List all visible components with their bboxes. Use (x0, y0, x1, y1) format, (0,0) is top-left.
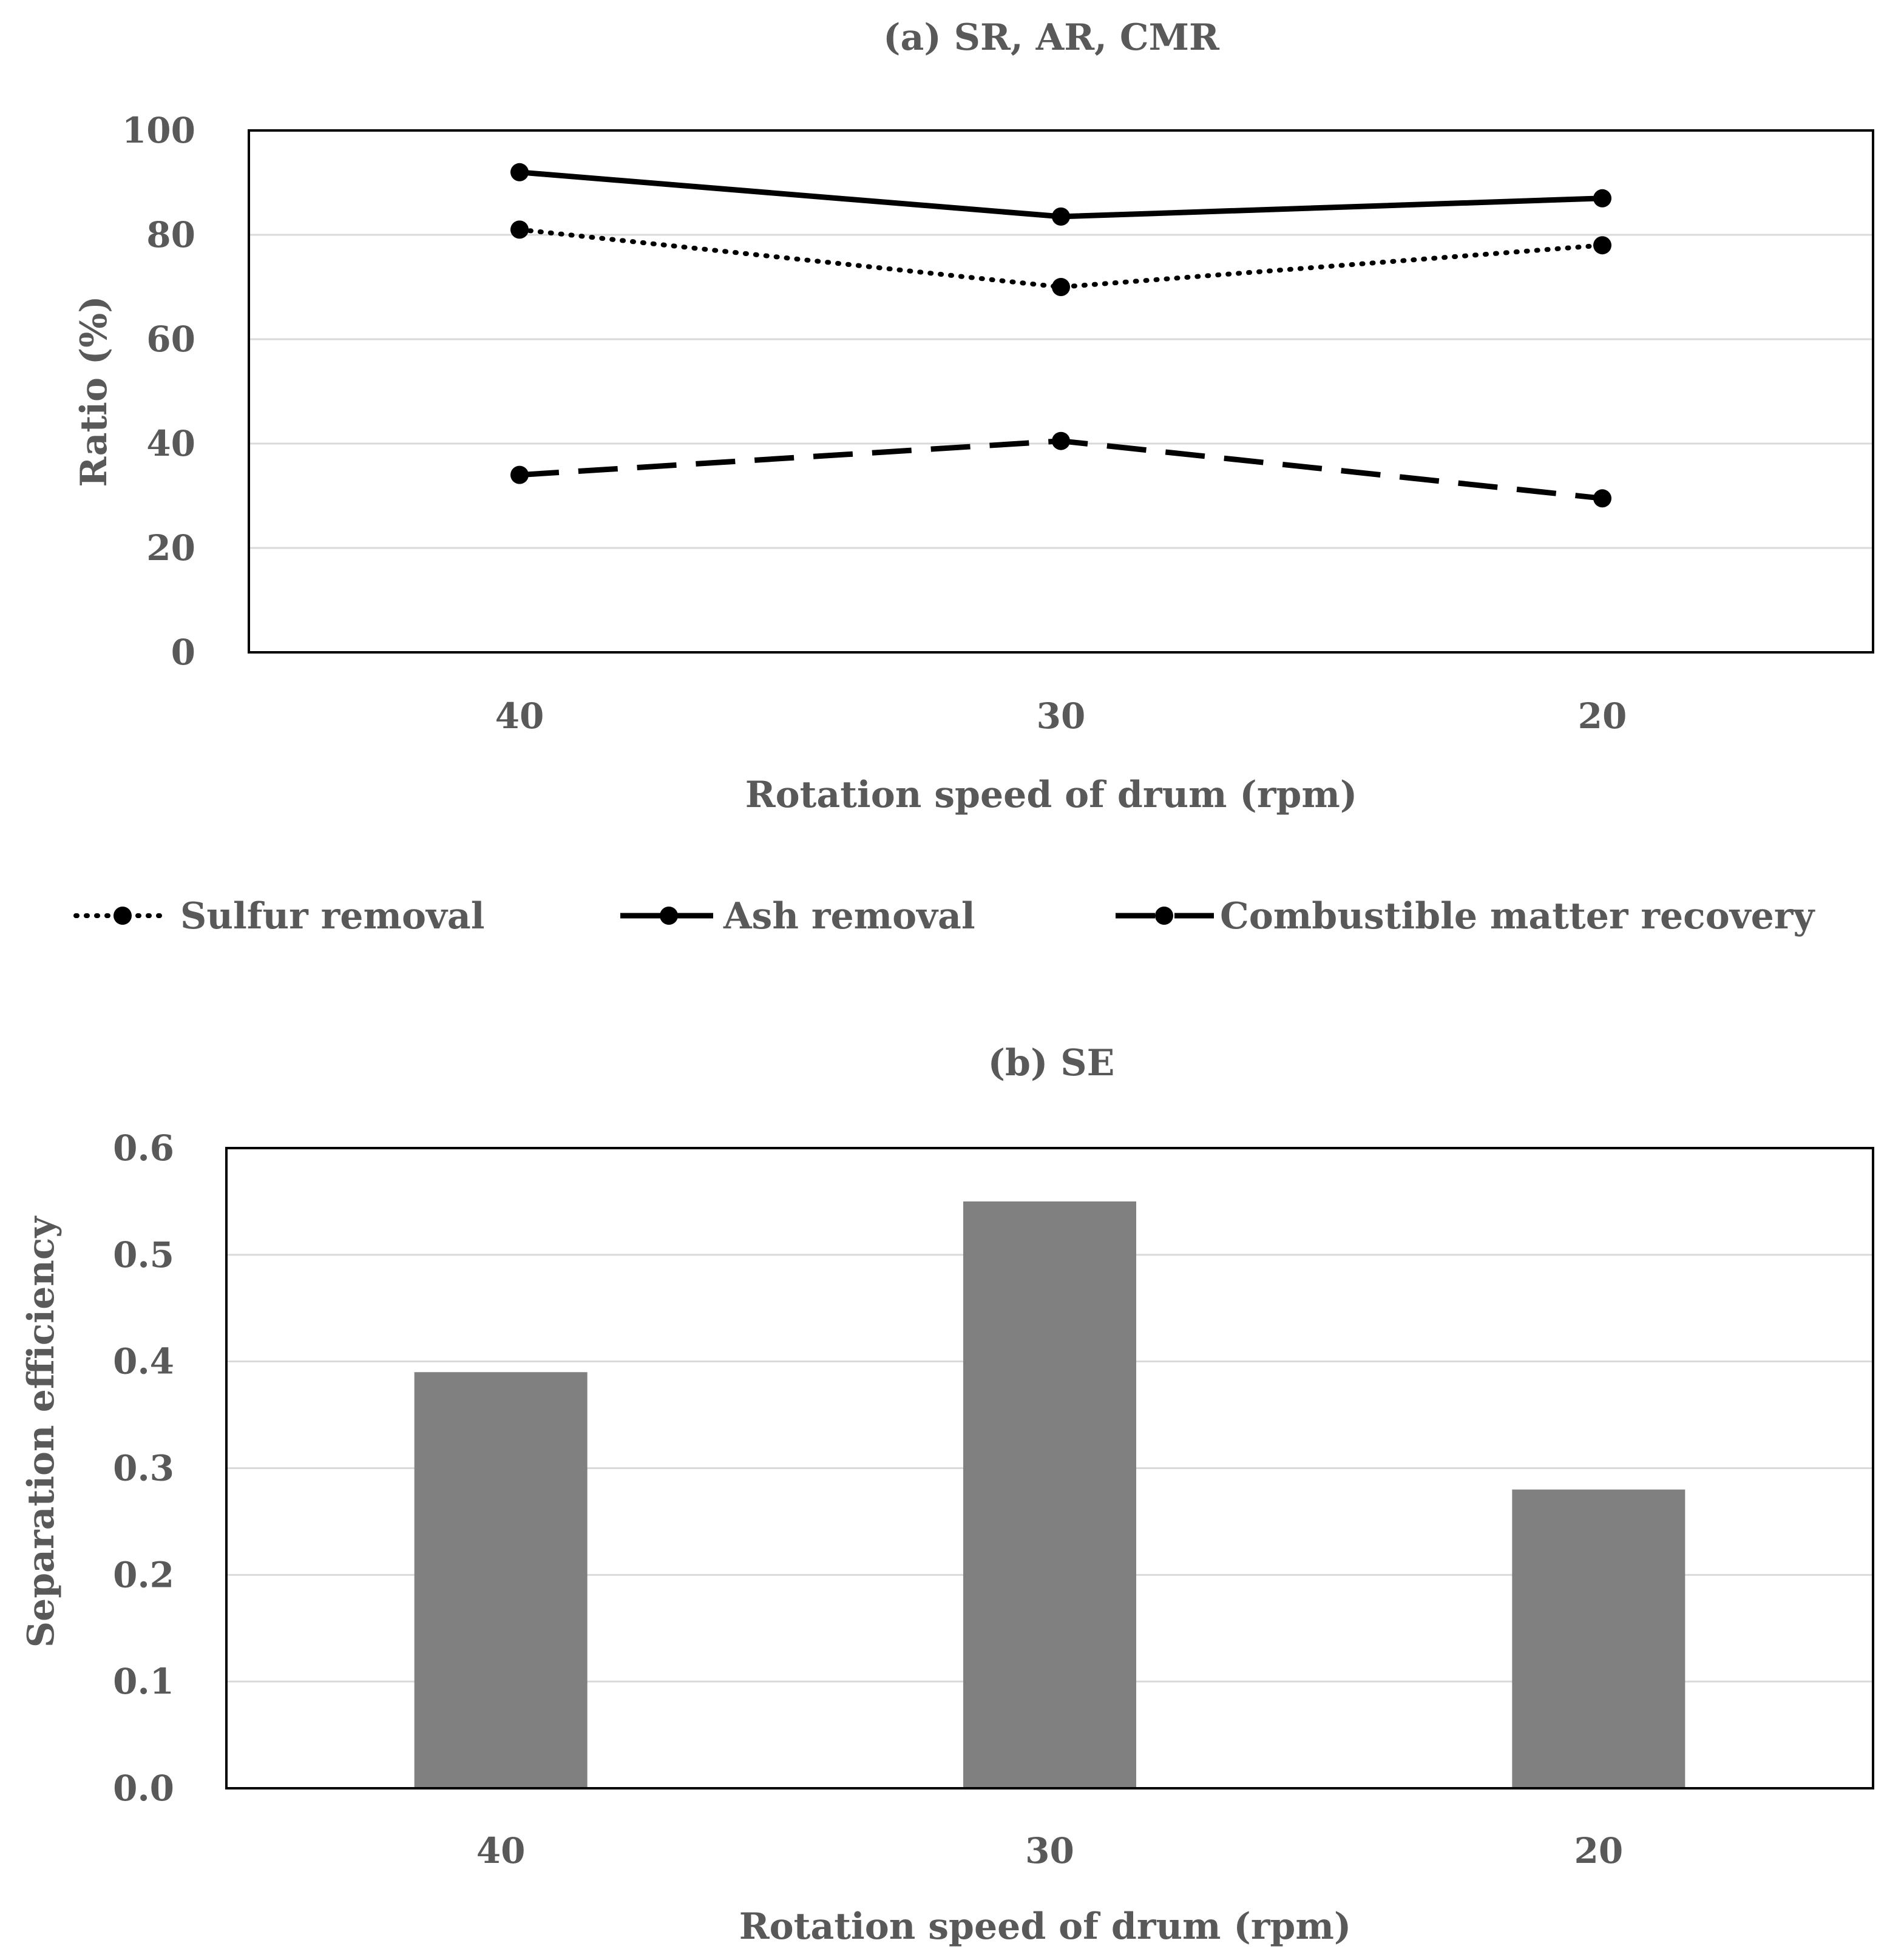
legend-item-sulfur-removal: Sulfur removal (73, 895, 485, 938)
legend-sulfur-removal-label: Sulfur removal (180, 895, 485, 938)
chart-a-plot-area (248, 129, 1874, 654)
legend-item-combustible-matter-recovery: Combustible matter recovery (1116, 895, 1815, 938)
legend-ash-removal-label: Ash removal (723, 895, 975, 938)
chart-b-y-tick-labels: 0.0 0.1 0.2 0.3 0.4 0.5 0.6 (113, 1127, 174, 1809)
chart-b-y-tick-label: 0.1 (113, 1661, 174, 1702)
chart-b-y-tick-label: 0.3 (113, 1448, 174, 1489)
chart-a-y-tick-label: 100 (122, 110, 195, 151)
data-point-sulfur-removal (1593, 236, 1611, 255)
chart-b-x-tick-label: 20 (1574, 1830, 1623, 1871)
chart-a-legend: Sulfur removal Ash removal Combustible m… (73, 895, 1815, 938)
chart-b-y-axis-label: Separation efficiency (20, 1215, 63, 1648)
chart-a-y-tick-label: 40 (146, 423, 195, 464)
chart-a-y-tick-label: 0 (171, 632, 195, 673)
chart-a-y-tick-label: 20 (146, 527, 195, 569)
chart-a-x-tick-label: 40 (495, 695, 544, 737)
chart-b-title: (b) SE (988, 1042, 1115, 1084)
legend-item-ash-removal: Ash removal (620, 895, 975, 938)
chart-b-y-tick-label: 0.2 (113, 1554, 174, 1595)
data-point-combustible-matter-recovery (510, 465, 529, 484)
chart-b-x-tick-label: 40 (476, 1830, 526, 1871)
chart-b-plot-area (225, 1147, 1874, 1789)
chart-b-y-tick-label: 0.4 (113, 1341, 174, 1382)
data-point-ash-removal (1593, 189, 1611, 208)
chart-b-x-tick-label: 30 (1025, 1830, 1074, 1871)
chart-a-y-tick-labels: 0 20 40 60 80 100 (122, 110, 195, 673)
chart-b-y-tick-label: 0.0 (113, 1768, 174, 1809)
chart-a-y-tick-label: 60 (146, 319, 195, 360)
chart-b-y-tick-label: 0.5 (113, 1234, 174, 1276)
chart-a-series (510, 163, 1611, 508)
chart-a-title: (a) SR, AR, CMR (883, 16, 1220, 59)
data-point-combustible-matter-recovery (1593, 489, 1611, 508)
data-point-ash-removal (1052, 207, 1070, 226)
legend-combustible-matter-recovery-marker (1155, 907, 1173, 925)
chart-a-x-tick-label: 20 (1578, 695, 1627, 737)
data-point-sulfur-removal (1052, 278, 1070, 296)
chart-b-y-tick-label: 0.6 (113, 1127, 174, 1169)
chart-a-y-tick-label: 80 (146, 214, 195, 255)
chart-b-x-tick-labels: 40 30 20 (476, 1830, 1623, 1871)
chart-a-y-axis-label: Ratio (%) (73, 296, 115, 487)
chart-a-x-tick-label: 30 (1037, 695, 1086, 737)
chart-a-x-axis-label: Rotation speed of drum (rpm) (745, 774, 1358, 816)
bar-40-rpm (414, 1372, 588, 1788)
data-point-combustible-matter-recovery (1052, 431, 1070, 450)
bar-20-rpm (1512, 1489, 1685, 1788)
legend-ash-removal-marker (660, 907, 678, 925)
chart-a: (a) SR, AR, CMR 0 20 40 60 80 100 40 30 20 Rati… (73, 16, 1874, 938)
legend-sulfur-removal-marker (113, 907, 132, 925)
chart-b-bars (414, 1201, 1685, 1788)
chart-b: (b) SE 0.0 0.1 0.2 0.3 0.4 0.5 0.6 40 30 20 Sepa… (20, 1042, 1874, 1948)
data-point-sulfur-removal (510, 220, 529, 239)
chart-b-x-axis-label: Rotation speed of drum (rpm) (739, 1905, 1352, 1948)
legend-combustible-matter-recovery-label: Combustible matter recovery (1220, 895, 1815, 938)
chart-a-x-tick-labels: 40 30 20 (495, 695, 1627, 737)
data-point-ash-removal (510, 163, 529, 181)
bar-30-rpm (963, 1201, 1136, 1788)
